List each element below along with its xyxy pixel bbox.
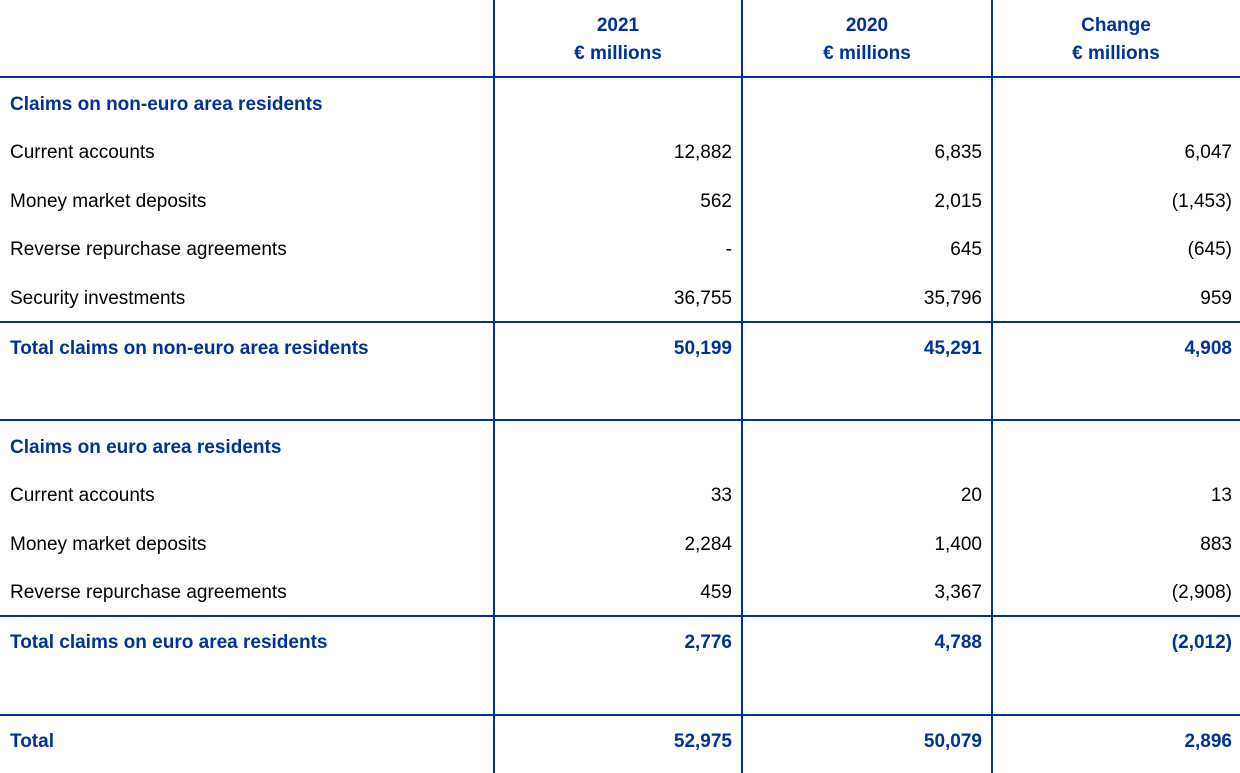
column-divider <box>741 0 743 773</box>
row-label: Current accounts <box>10 485 155 506</box>
row-label: Security investments <box>10 288 186 309</box>
table-row: Reverse repurchase agreements 459 3,367 … <box>0 569 1240 617</box>
value-2021: 2,776 <box>684 632 732 653</box>
value-change: (1,453) <box>1171 191 1232 212</box>
section-rule <box>0 419 1240 421</box>
value-2020: 6,835 <box>934 142 982 163</box>
column-header-year: 2021 <box>596 15 640 36</box>
value-2020: 1,400 <box>934 534 982 555</box>
grand-total-row: Total 52,975 50,079 2,896 <box>0 718 1240 766</box>
table-row: Current accounts 33 20 13 <box>0 472 1240 520</box>
table-row: Money market deposits 562 2,015 (1,453) <box>0 178 1240 226</box>
column-header-year: Change <box>1081 15 1151 36</box>
value-2020: 45,291 <box>923 338 982 359</box>
row-label: Current accounts <box>10 142 155 163</box>
value-2021: - <box>725 239 732 260</box>
value-2020: 645 <box>950 239 982 260</box>
column-header-change: Change € millions <box>992 12 1240 68</box>
row-label: Reverse repurchase agreements <box>10 239 287 260</box>
value-change: (2,012) <box>1171 632 1232 653</box>
section-heading-row: Claims on non-euro area residents <box>0 81 1240 129</box>
value-change: 4,908 <box>1184 338 1232 359</box>
section-heading: Claims on non-euro area residents <box>10 94 323 115</box>
header-rule <box>0 76 1240 78</box>
value-2020: 50,079 <box>923 731 982 752</box>
section-heading: Claims on euro area residents <box>10 437 282 458</box>
column-header-2020: 2020 € millions <box>742 12 992 68</box>
value-change: (2,908) <box>1171 582 1232 603</box>
value-change: 13 <box>1210 485 1232 506</box>
column-divider <box>493 0 495 773</box>
section-heading-row: Claims on euro area residents <box>0 424 1240 472</box>
column-header-year: 2020 <box>845 15 889 36</box>
value-2021: 12,882 <box>673 142 732 163</box>
column-header-2021: 2021 € millions <box>494 12 742 68</box>
value-change: (645) <box>1187 239 1232 260</box>
subtotal-rule <box>0 615 1240 617</box>
column-header-unit: € millions <box>823 43 911 64</box>
value-2021: 2,284 <box>684 534 732 555</box>
row-label: Total claims on non-euro area residents <box>10 338 369 359</box>
value-2021: 52,975 <box>673 731 732 752</box>
value-2021: 33 <box>710 485 732 506</box>
value-2021: 562 <box>700 191 732 212</box>
table-row: Reverse repurchase agreements - 645 (645… <box>0 226 1240 274</box>
row-label: Money market deposits <box>10 534 207 555</box>
value-2021: 459 <box>700 582 732 603</box>
value-2020: 20 <box>960 485 982 506</box>
value-change: 959 <box>1200 288 1232 309</box>
row-label: Reverse repurchase agreements <box>10 582 287 603</box>
column-header-unit: € millions <box>1072 43 1160 64</box>
value-change: 883 <box>1200 534 1232 555</box>
subtotal-row: Total claims on non-euro area residents … <box>0 325 1240 373</box>
value-2021: 36,755 <box>673 288 732 309</box>
table-row: Current accounts 12,882 6,835 6,047 <box>0 129 1240 177</box>
value-2020: 35,796 <box>923 288 982 309</box>
value-2021: 50,199 <box>673 338 732 359</box>
column-header-unit: € millions <box>574 43 662 64</box>
table-row: Security investments 36,755 35,796 959 <box>0 275 1240 323</box>
subtotal-row: Total claims on euro area residents 2,77… <box>0 619 1240 667</box>
row-label: Money market deposits <box>10 191 207 212</box>
value-change: 2,896 <box>1184 731 1232 752</box>
value-2020: 4,788 <box>934 632 982 653</box>
row-label: Total claims on euro area residents <box>10 632 328 653</box>
subtotal-rule <box>0 321 1240 323</box>
row-label: Total <box>10 731 54 752</box>
column-divider <box>991 0 993 773</box>
value-change: 6,047 <box>1184 142 1232 163</box>
value-2020: 2,015 <box>934 191 982 212</box>
value-2020: 3,367 <box>934 582 982 603</box>
table-row: Money market deposits 2,284 1,400 883 <box>0 521 1240 569</box>
total-rule <box>0 714 1240 716</box>
